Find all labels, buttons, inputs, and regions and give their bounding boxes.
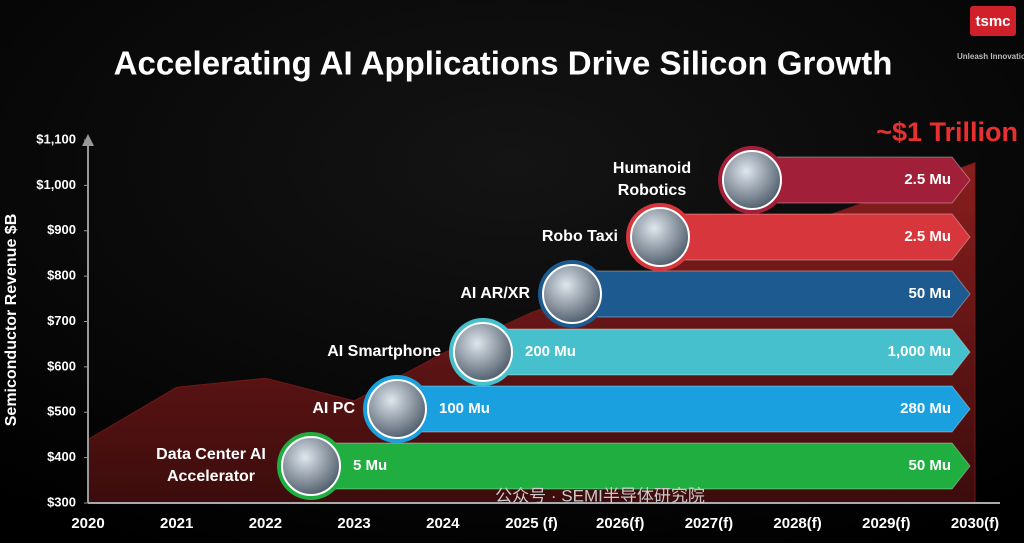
slide-title: Accelerating AI Applications Drive Silic… [114, 45, 893, 82]
app-label: AI AR/XR [460, 285, 530, 302]
y-tick-label: $300 [47, 494, 76, 509]
band-end-text: 1,000 Mu [888, 343, 951, 360]
y-axis-label: Semiconductor Revenue $B [3, 214, 20, 427]
logo-box [970, 6, 1016, 36]
x-tick-label: 2030(f) [951, 515, 999, 532]
y-tick-label: $1,100 [36, 131, 76, 146]
app-label: Robotics [618, 182, 687, 199]
app-label: Humanoid [613, 160, 691, 177]
x-tick-label: 2023 [337, 515, 370, 532]
x-tick-label: 2028(f) [773, 515, 821, 532]
app-label: Robo Taxi [542, 228, 618, 245]
plot: $300 $400 $500 $600 $700 $800 $900 $1,000 $1,100… [36, 131, 1000, 532]
y-tick-label: $900 [47, 222, 76, 237]
app-image [542, 264, 602, 324]
y-tick-label: $500 [47, 404, 76, 419]
x-tick-label: 2027(f) [685, 515, 733, 532]
app-label: AI PC [312, 400, 355, 417]
app-label: AI Smartphone [327, 343, 441, 360]
band-end-text: 2.5 Mu [904, 228, 951, 245]
band-end-text: 50 Mu [908, 457, 951, 474]
band [310, 442, 971, 490]
y-axis-arrow [82, 134, 94, 146]
y-tick-label: $1,000 [36, 177, 76, 192]
x-tick-label: 2024 [426, 515, 460, 532]
band-start-text: 5 Mu [353, 457, 387, 474]
x-tick-label: 2020 [71, 515, 104, 532]
app-label: Data Center AI [156, 446, 266, 463]
band-start-text: 200 Mu [525, 343, 576, 360]
app-image [281, 436, 341, 496]
app-image [453, 322, 513, 382]
x-tick-label: 2021 [160, 515, 193, 532]
band-end-text: 50 Mu [908, 285, 951, 302]
x-tick-label: 2029(f) [862, 515, 910, 532]
app-image [367, 379, 427, 439]
app-label: Accelerator [167, 468, 255, 485]
x-tick-label: 2026(f) [596, 515, 644, 532]
annotation: ~$1 Trillion [876, 117, 1018, 147]
y-tick-label: $400 [47, 449, 76, 464]
x-tick-label: 2025 (f) [505, 515, 558, 532]
y-tick-label: $600 [47, 358, 76, 373]
x-tick-label: 2022 [249, 515, 282, 532]
y-tick-label: $700 [47, 313, 76, 328]
app-image [630, 207, 690, 267]
logo: tsmc [975, 13, 1010, 30]
watermark: 公众号 · SEMI半导体研究院 [495, 486, 705, 505]
band-end-text: 2.5 Mu [904, 171, 951, 188]
app-image [722, 150, 782, 210]
band-start-text: 100 Mu [439, 400, 490, 417]
logo-tagline: Unleash Innovation [957, 52, 1024, 61]
y-tick-label: $800 [47, 268, 76, 283]
band-end-text: 280 Mu [900, 400, 951, 417]
